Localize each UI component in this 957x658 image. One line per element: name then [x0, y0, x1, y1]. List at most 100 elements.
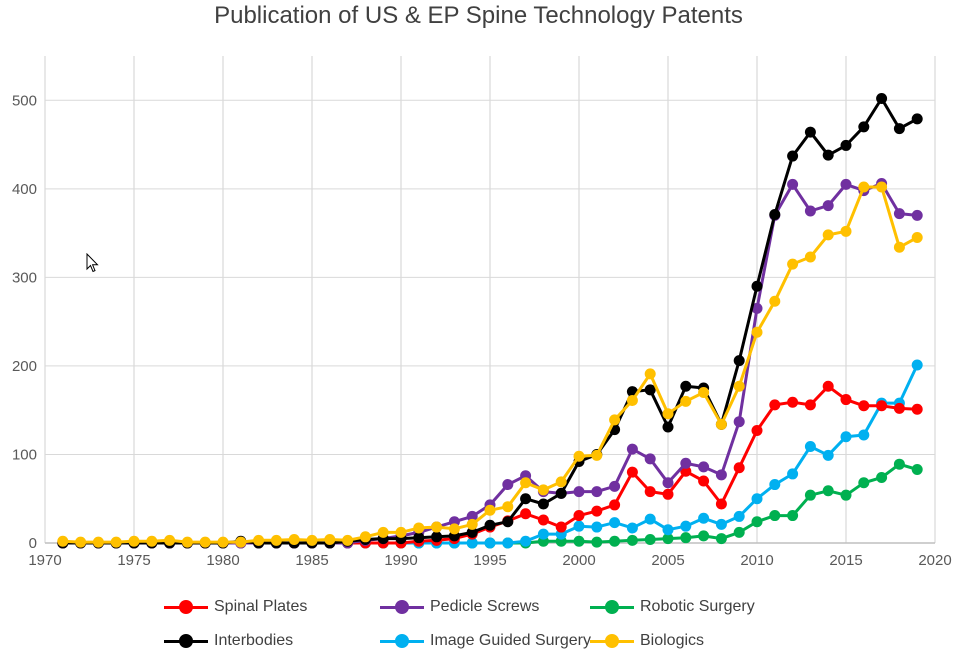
data-point: [769, 295, 781, 307]
data-point: [911, 464, 923, 476]
data-point: [733, 526, 745, 538]
data-point: [715, 518, 727, 530]
data-point: [199, 536, 211, 548]
data-point: [146, 535, 158, 547]
data-point: [306, 534, 318, 546]
data-point: [787, 258, 799, 270]
legend-swatch: [164, 634, 208, 648]
data-point: [733, 462, 745, 474]
data-point: [893, 123, 905, 135]
legend-label: Interbodies: [214, 632, 294, 649]
data-point: [751, 302, 763, 314]
data-point: [466, 537, 478, 549]
data-point: [822, 229, 834, 241]
data-point: [804, 399, 816, 411]
data-point: [858, 477, 870, 489]
data-point: [822, 449, 834, 461]
data-point: [502, 516, 514, 528]
mouse-cursor-icon: [86, 253, 99, 273]
data-point: [876, 471, 888, 483]
data-point: [502, 479, 514, 491]
legend-item-spinal-plates: Spinal Plates: [164, 596, 307, 618]
data-point: [75, 536, 87, 548]
data-point: [609, 499, 621, 511]
data-point: [217, 536, 229, 548]
data-point: [804, 440, 816, 452]
data-point: [822, 380, 834, 392]
data-point: [128, 535, 140, 547]
data-point: [253, 534, 265, 546]
data-point: [787, 150, 799, 162]
data-point: [715, 469, 727, 481]
x-tick-label: 1975: [117, 552, 150, 569]
series-biologics: [57, 181, 923, 548]
data-point: [876, 93, 888, 105]
data-point: [751, 280, 763, 292]
data-point: [555, 476, 567, 488]
data-point: [662, 524, 674, 536]
data-point: [822, 485, 834, 497]
data-point: [520, 535, 532, 547]
data-point: [769, 510, 781, 522]
legend-item-image-guided-surgery: Image Guided Surgery: [380, 630, 591, 652]
y-tick-label: 500: [12, 92, 37, 109]
data-point: [644, 513, 656, 525]
data-point: [876, 400, 888, 412]
data-point: [573, 510, 585, 522]
data-point: [573, 450, 585, 462]
data-point: [466, 518, 478, 530]
data-point: [466, 526, 478, 538]
x-tick-label: 1990: [384, 552, 417, 569]
data-point: [876, 181, 888, 193]
data-point: [431, 531, 443, 543]
legend-swatch: [164, 600, 208, 614]
data-point: [644, 384, 656, 396]
data-point: [769, 399, 781, 411]
data-point: [466, 510, 478, 522]
data-point: [537, 484, 549, 496]
data-point: [893, 402, 905, 414]
data-point: [840, 225, 852, 237]
data-point: [680, 520, 692, 532]
data-point: [609, 517, 621, 529]
data-point: [609, 535, 621, 547]
data-point: [840, 178, 852, 190]
legend-swatch: [590, 634, 634, 648]
data-point: [751, 493, 763, 505]
data-point: [395, 526, 407, 538]
data-point: [698, 386, 710, 398]
data-point: [164, 534, 176, 546]
data-point: [181, 536, 193, 548]
legend-swatch: [380, 634, 424, 648]
data-point: [662, 488, 674, 500]
data-point: [804, 251, 816, 263]
data-point: [359, 531, 371, 543]
legend-item-robotic-surgery: Robotic Surgery: [590, 596, 755, 618]
legend-label: Image Guided Surgery: [430, 632, 591, 649]
data-point: [484, 504, 496, 516]
data-point: [911, 209, 923, 221]
data-point: [662, 408, 674, 420]
legend-item-biologics: Biologics: [590, 630, 704, 652]
data-point: [448, 523, 460, 535]
data-point: [573, 535, 585, 547]
data-point: [751, 326, 763, 338]
data-point: [537, 514, 549, 526]
x-tick-label: 2015: [829, 552, 862, 569]
data-point: [662, 477, 674, 489]
data-point: [804, 205, 816, 217]
data-point: [591, 486, 603, 498]
data-point: [591, 521, 603, 533]
y-tick-label: 300: [12, 269, 37, 286]
data-point: [680, 532, 692, 544]
data-point: [787, 396, 799, 408]
data-point: [626, 394, 638, 406]
data-point: [751, 425, 763, 437]
data-point: [840, 394, 852, 406]
data-point: [787, 510, 799, 522]
data-point: [715, 498, 727, 510]
data-point: [555, 487, 567, 499]
x-tick-label: 2020: [918, 552, 951, 569]
chart-title: Publication of US & EP Spine Technology …: [214, 2, 743, 29]
legend-item-pedicle-screws: Pedicle Screws: [380, 596, 539, 618]
